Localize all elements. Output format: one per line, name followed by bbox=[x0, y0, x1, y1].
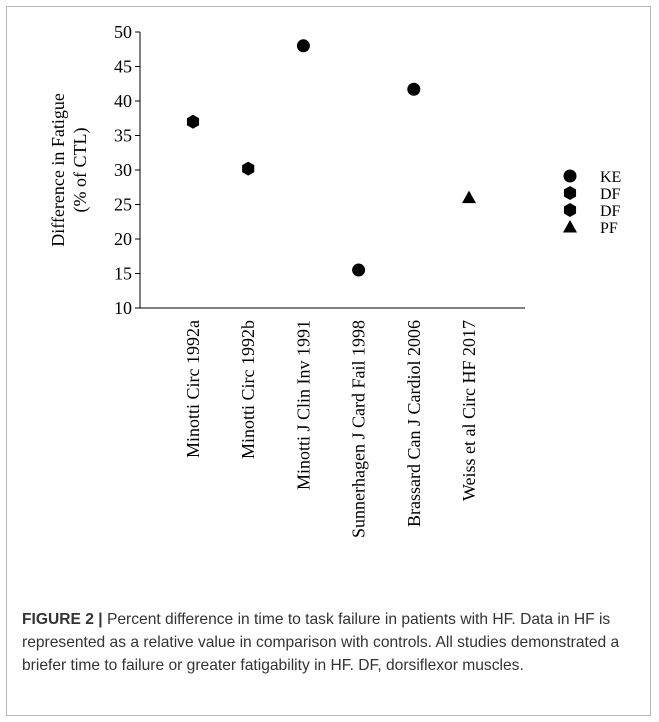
x-tick-label: Minotti Circ 1992a bbox=[183, 320, 203, 458]
legend-marker bbox=[563, 203, 577, 217]
legend-marker bbox=[563, 169, 577, 183]
y-tick-label: 45 bbox=[114, 57, 132, 77]
legend-marker bbox=[563, 220, 577, 233]
data-point bbox=[296, 39, 310, 53]
data-point bbox=[186, 114, 200, 129]
y-axis-label-line2: (% of CTL) bbox=[70, 128, 91, 213]
x-tick-label: Minotti J Clin Inv 1991 bbox=[293, 320, 313, 490]
data-point bbox=[462, 190, 476, 204]
y-tick-label: 15 bbox=[114, 264, 132, 284]
data-point bbox=[242, 161, 255, 176]
x-tick-label: Weiss et al Circ HF 2017 bbox=[459, 320, 479, 501]
y-tick-label: 50 bbox=[114, 22, 132, 42]
legend-label: DF bbox=[600, 203, 621, 220]
y-tick-label: 20 bbox=[114, 229, 132, 249]
x-tick-label: Sunnerhagen J Card Fail 1998 bbox=[349, 320, 369, 538]
y-tick-label: 40 bbox=[114, 91, 132, 111]
x-tick-label: Minotti Circ 1992b bbox=[238, 320, 258, 459]
figure-caption: FIGURE 2 | Percent difference in time to… bbox=[22, 608, 632, 677]
legend-label: KE bbox=[600, 169, 621, 186]
data-point bbox=[352, 263, 366, 277]
y-tick-label: 25 bbox=[114, 195, 132, 215]
x-tick-label: Brassard Can J Cardiol 2006 bbox=[404, 320, 424, 527]
caption-label: FIGURE 2 | bbox=[22, 611, 103, 628]
y-axis-label-line1: Difference in Fatigue bbox=[48, 93, 68, 247]
y-tick-label: 10 bbox=[114, 298, 132, 318]
figure-frame bbox=[6, 6, 651, 716]
caption-text: Percent difference in time to task failu… bbox=[22, 611, 620, 674]
legend-label: DF bbox=[600, 186, 621, 203]
legend-label: PF bbox=[600, 220, 618, 237]
scatter-chart: 10 15 20 25 30 35 40 45 50 Difference in Fatigue(… bbox=[48, 22, 621, 538]
legend-marker bbox=[563, 186, 577, 200]
y-tick-label: 30 bbox=[114, 160, 132, 180]
data-point bbox=[407, 82, 421, 96]
y-tick-label: 35 bbox=[114, 126, 132, 146]
